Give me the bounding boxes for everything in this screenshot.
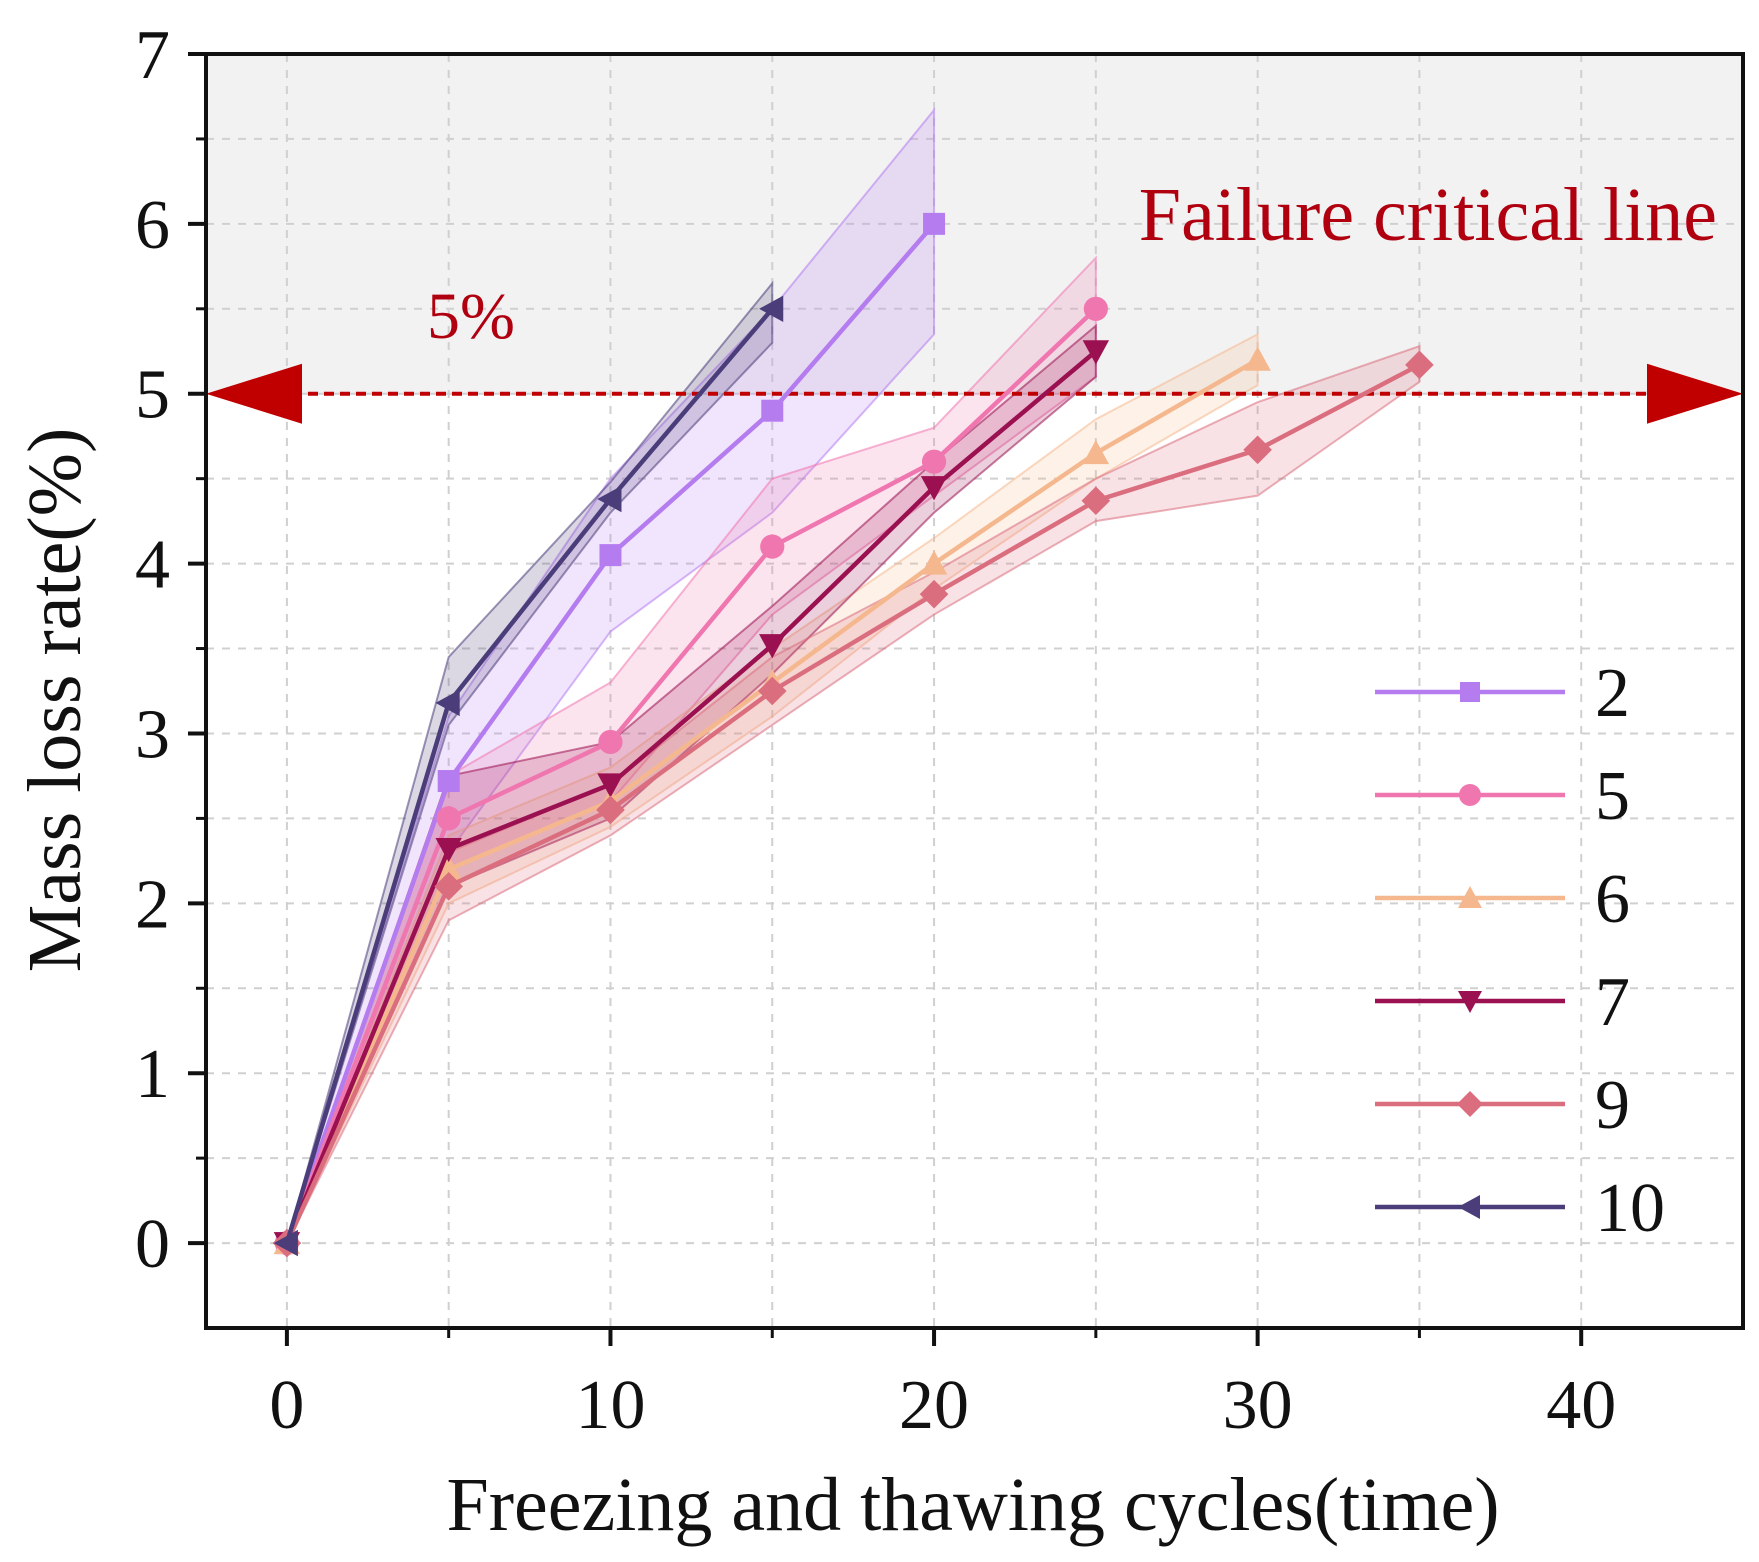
axis-ticks: 0 10 20 30 40 0 1 2 3 4 5 6 7 <box>135 17 1616 1444</box>
data-point-5 <box>598 729 623 755</box>
data-point-7 <box>597 773 624 798</box>
legend-label: 6 <box>1595 861 1630 938</box>
series-10 <box>273 295 784 1257</box>
legend-label: 7 <box>1595 964 1630 1041</box>
y-tick-label: 0 <box>135 1206 170 1283</box>
data-point-6 <box>1244 346 1271 371</box>
x-tick-label: 0 <box>269 1367 304 1444</box>
legend-marker <box>1457 1091 1483 1117</box>
failure-critical-line-label: Failure critical line <box>1139 173 1717 257</box>
data-point-7 <box>435 837 462 863</box>
data-point-5 <box>921 449 947 474</box>
data-series <box>272 212 1434 1258</box>
threshold-percent-label: 5% <box>427 280 515 353</box>
data-point-6 <box>1082 439 1110 465</box>
y-tick-label: 6 <box>135 187 170 264</box>
legend-marker <box>1460 682 1480 702</box>
data-point-7 <box>1082 340 1110 365</box>
threshold-arrow-left <box>206 363 302 424</box>
data-point-2 <box>761 399 784 422</box>
x-tick-label: 40 <box>1546 1367 1616 1444</box>
plot-frame <box>204 52 1745 1330</box>
series-line-7 <box>284 349 1098 1244</box>
y-tick-label: 4 <box>135 527 170 604</box>
x-axis-title: Freezing and thawing cycles(time) <box>446 1463 1499 1547</box>
data-point-9 <box>1243 435 1272 465</box>
data-point-2 <box>437 770 460 793</box>
plot-border <box>204 52 1745 1330</box>
y-tick-label: 5 <box>135 357 170 434</box>
data-point-7 <box>759 634 786 659</box>
legend-label: 9 <box>1595 1067 1630 1144</box>
legend-marker <box>1459 784 1481 806</box>
data-point-10 <box>435 689 460 717</box>
data-point-10 <box>273 1229 298 1257</box>
data-point-5 <box>436 806 461 831</box>
grid-lines <box>206 53 1743 1328</box>
legend-label: 2 <box>1595 655 1630 732</box>
data-point-10 <box>759 295 784 322</box>
data-point-9 <box>596 795 625 825</box>
legend-item-7: 7 <box>1375 964 1630 1041</box>
legend-item-2: 2 <box>1375 655 1630 732</box>
data-point-10 <box>597 485 622 513</box>
failure-critical-line <box>206 363 1743 424</box>
legend-item-10: 10 <box>1375 1170 1665 1247</box>
legend-label: 5 <box>1595 758 1630 835</box>
y-tick-label: 3 <box>135 696 170 773</box>
data-point-5 <box>1083 296 1108 321</box>
legend-marker <box>1458 991 1482 1013</box>
axis-titles: Freezing and thawing cycles(time) Mass l… <box>13 428 1500 1547</box>
data-point-5 <box>760 534 785 559</box>
x-tick-label: 20 <box>899 1367 969 1444</box>
y-tick-label: 7 <box>135 17 170 94</box>
threshold-arrow-right <box>1647 363 1743 424</box>
legend-item-9: 9 <box>1375 1067 1630 1144</box>
data-point-2 <box>599 544 622 567</box>
data-point-9 <box>1081 486 1111 516</box>
data-point-7 <box>920 476 948 501</box>
y-tick-label: 2 <box>135 866 170 943</box>
legend-label: 10 <box>1595 1170 1665 1247</box>
series-line-10 <box>284 307 774 1244</box>
legend-marker <box>1458 1195 1480 1219</box>
data-point-2 <box>923 212 946 235</box>
data-point-9 <box>434 872 463 901</box>
annotations: Failure critical line 5% <box>427 173 1717 353</box>
data-point-6 <box>435 856 462 881</box>
y-axis-title: Mass loss rate(%) <box>13 428 97 973</box>
legend: 2 5 6 7 9 10 <box>1375 655 1665 1247</box>
data-point-9 <box>919 579 949 609</box>
data-point-9 <box>757 676 787 706</box>
x-tick-label: 30 <box>1223 1367 1293 1444</box>
legend-marker <box>1458 886 1482 908</box>
series-line-9 <box>284 362 1421 1244</box>
data-point-6 <box>920 550 948 575</box>
x-tick-label: 10 <box>575 1367 645 1444</box>
y-tick-label: 1 <box>135 1036 170 1113</box>
series-line-5 <box>284 307 1098 1244</box>
legend-item-5: 5 <box>1375 758 1630 835</box>
legend-item-6: 6 <box>1375 861 1630 938</box>
data-point-9 <box>1405 350 1434 380</box>
